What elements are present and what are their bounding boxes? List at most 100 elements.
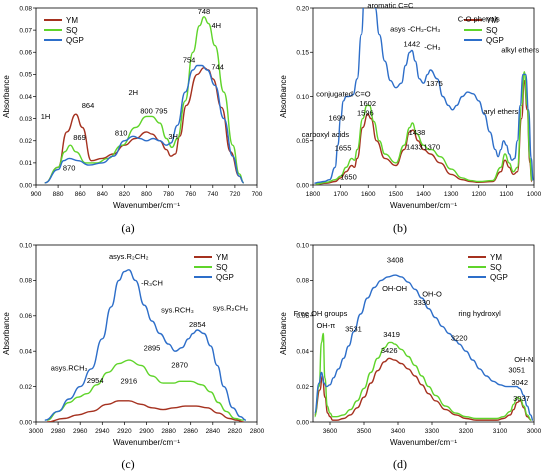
annotation-label: 2916: [120, 376, 137, 385]
x-tick-label: 1500: [389, 191, 404, 198]
x-tick-label: 700: [252, 191, 263, 198]
annotation-label: asys.R₂CH₂: [109, 252, 149, 261]
annotation-label: 2854: [189, 320, 206, 329]
annotation-label: Free OH groups: [294, 309, 348, 318]
legend-label-ym: YM: [216, 253, 228, 262]
x-tick-label: 2980: [51, 428, 66, 435]
annotation-label: 1370: [423, 143, 440, 152]
y-tick-label: 0.04: [19, 349, 32, 356]
legend-label-qgp: QGP: [490, 273, 508, 282]
y-tick-label: 0.02: [296, 384, 309, 391]
annotation-label: ring hydroxyl: [458, 309, 501, 318]
x-tick-label: 1600: [361, 191, 376, 198]
series-line-sq: [46, 359, 244, 421]
chart-panel-d: 3600 3500 3400 3300 3200 3100 3000 0.00 0.02 0.04…: [279, 242, 542, 447]
annotation-label: sys.RCH₃: [161, 305, 194, 314]
annotation-label: asys.RCH₃: [51, 364, 88, 373]
annotation-label: 744: [211, 63, 224, 72]
annotation-label: OH-π: [316, 321, 335, 330]
series-line-qgp: [314, 8, 534, 184]
y-tick-label: 0.08: [19, 5, 32, 12]
legend-label-qgp: QGP: [216, 273, 234, 282]
annotation-label: OH-O: [422, 289, 442, 298]
x-tick-label: 1300: [444, 191, 459, 198]
y-tick-label: 0.20: [296, 5, 309, 12]
annotation-label: 795: [155, 106, 168, 115]
panel-label-a: (a): [121, 221, 134, 235]
annotation-label: 869: [73, 133, 86, 142]
x-tick-label: 860: [75, 191, 86, 198]
legend-label-ym: YM: [486, 16, 498, 25]
annotation-label: 3220: [451, 334, 468, 343]
x-tick-label: 3400: [391, 428, 406, 435]
x-tick-label: 3200: [459, 428, 474, 435]
annotation-label: 870: [63, 163, 76, 172]
annotation-label: 864: [82, 101, 95, 110]
panel-label-c: (c): [121, 457, 134, 471]
legend-label-ym: YM: [490, 253, 502, 262]
annotation-label: 3408: [387, 256, 404, 265]
annotation-label: 4H: [211, 21, 221, 30]
annotation-label: 1438: [409, 128, 426, 137]
annotation-label: asys -CH₂-CH₃: [390, 25, 440, 34]
annotation-label: 3419: [383, 330, 400, 339]
y-tick-label: 0.02: [19, 384, 32, 391]
series-line-ym: [46, 400, 244, 422]
annotation-label: alkyl ethers: [501, 45, 539, 54]
x-tick-label: 3300: [425, 428, 440, 435]
x-tick-label: 2840: [206, 428, 221, 435]
y-tick-label: 0.08: [296, 278, 309, 285]
y-tick-label: 0.06: [19, 313, 32, 320]
annotation-label: -R₃CH: [141, 279, 163, 288]
x-tick-label: 800: [141, 191, 152, 198]
annotation-label: 3051: [508, 365, 525, 374]
x-tick-label: 1400: [416, 191, 431, 198]
annotation-label: 1442: [404, 39, 421, 48]
y-axis-label: Absorbance: [2, 75, 11, 118]
annotation-label: 3426: [381, 346, 398, 355]
y-tick-label: 0.05: [19, 72, 32, 79]
y-tick-label: 0.10: [296, 94, 309, 101]
y-tick-label: 0.05: [296, 138, 309, 145]
series-line-ym: [314, 357, 532, 421]
annotation-label: 2895: [144, 344, 161, 353]
y-tick-label: 0.04: [19, 94, 32, 101]
x-tick-label: 2880: [161, 428, 176, 435]
annotation-label: 748: [198, 7, 211, 16]
y-tick-label: 0.00: [19, 419, 32, 426]
x-tick-label: 3000: [527, 428, 542, 435]
chart-panel-a: 900 880 860 840 820 800 780 760 740 720 700 0.00 0.0…: [2, 5, 263, 210]
annotation-label: 754: [183, 56, 196, 65]
y-tick-label: 0.00: [19, 182, 32, 189]
annotation-label: -CH₃: [424, 42, 440, 51]
x-tick-label: 2860: [183, 428, 198, 435]
x-tick-label: 760: [185, 191, 196, 198]
annotation-label: aryl ethers: [483, 107, 518, 116]
annotation-label: 1699: [329, 114, 346, 123]
y-tick-label: 0.10: [296, 242, 309, 249]
annotation-label: C-O phenols: [458, 14, 500, 23]
annotation-label: 2870: [171, 361, 188, 370]
annotation-label: 3330: [413, 298, 430, 307]
x-tick-label: 840: [97, 191, 108, 198]
x-tick-label: 1800: [306, 191, 321, 198]
annotation-label: 800: [140, 106, 153, 115]
x-tick-label: 3000: [29, 428, 44, 435]
y-tick-label: 0.02: [19, 138, 32, 145]
annotation-label: 3H: [168, 132, 178, 141]
x-tick-label: 2900: [139, 428, 154, 435]
legend-label-sq: SQ: [490, 263, 502, 272]
x-tick-label: 740: [207, 191, 218, 198]
series-line-sq: [44, 16, 245, 184]
legend-label-qgp: QGP: [486, 36, 504, 45]
y-tick-label: 0.07: [19, 27, 32, 34]
x-tick-label: 3600: [323, 428, 338, 435]
annotation-label: OH-OH: [382, 284, 407, 293]
annotation-label: aromatic C=C: [367, 1, 414, 10]
y-tick-label: 0.15: [296, 50, 309, 57]
x-tick-label: 2940: [95, 428, 110, 435]
x-tick-label: 2820: [228, 428, 243, 435]
annotation-label: 1375: [426, 79, 443, 88]
annotation-label: 1602: [359, 99, 376, 108]
y-tick-label: 0.10: [19, 242, 32, 249]
